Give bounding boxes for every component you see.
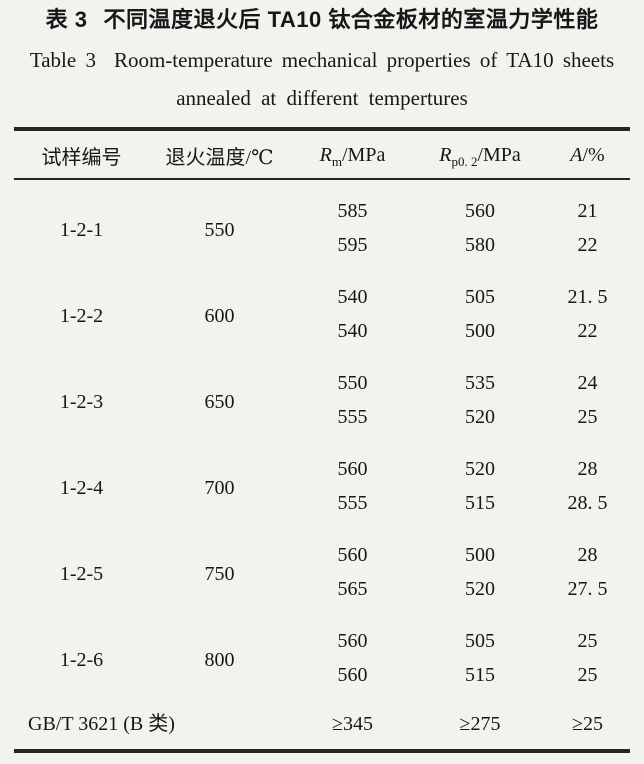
table-row: 595 580 22 <box>14 228 630 266</box>
cell-rp: 580 <box>465 234 495 256</box>
cell-rp: 535 <box>465 372 495 394</box>
cell-a: 25 <box>577 406 598 428</box>
header-row: 试样编号 退火温度/℃ Rm/MPa Rp0. 2/MPa A/% <box>14 129 630 180</box>
sample-group-1-2-2: 1-2-2 600 540 505 21. 5 540 500 22 <box>14 266 630 352</box>
cell-sample-id: 1-2-4 <box>59 477 104 499</box>
header-annealing-temperature: 退火温度/℃ <box>149 129 290 180</box>
cell-a: 28 <box>577 544 598 566</box>
cell-rp: 500 <box>465 544 495 566</box>
cell-temperature: 650 <box>204 391 235 413</box>
table-header: 试样编号 退火温度/℃ Rm/MPa Rp0. 2/MPa A/% <box>14 129 630 180</box>
cell-a: 27. 5 <box>567 578 608 600</box>
cell-rm: 555 <box>337 406 368 428</box>
table-row: 1-2-3 650 550 535 24 <box>14 352 630 413</box>
cell-a: 22 <box>577 234 598 256</box>
cell-temperature: 750 <box>204 563 235 585</box>
cell-rp: 505 <box>465 630 495 652</box>
sample-group-1-2-6: 1-2-6 800 560 505 25 560 515 25 <box>14 610 630 696</box>
table-number-en: Table 3 <box>29 48 96 72</box>
table-row: 540 500 22 <box>14 314 630 352</box>
cell-sample-id: 1-2-3 <box>59 391 104 413</box>
table-row: 560 515 25 <box>14 658 630 696</box>
table-row: 1-2-2 600 540 505 21. 5 <box>14 266 630 327</box>
table-caption-english-line2: annealed at different tempertures <box>176 86 468 110</box>
table-title-chinese: 表 3 不同温度退火后 TA10 钛合金板材的室温力学性能 <box>0 6 644 34</box>
cell-rm: 560 <box>337 458 368 480</box>
cell-a: 25 <box>577 630 598 652</box>
table-caption-en-text: Room-temperature mechanical properties o… <box>113 48 615 72</box>
table-row: 1-2-4 700 560 520 28 <box>14 438 630 499</box>
table-row: 555 520 25 <box>14 400 630 438</box>
table-row: 1-2-1 550 585 560 21 <box>14 179 630 241</box>
sample-group-1-2-4: 1-2-4 700 560 520 28 555 515 28. 5 <box>14 438 630 524</box>
cell-rp: 515 <box>465 664 495 686</box>
table-number-zh: 表 3 <box>45 7 88 32</box>
cell-rp: 520 <box>465 578 495 600</box>
cell-sample-id: 1-2-2 <box>59 305 104 327</box>
cell-rm: 595 <box>337 234 368 256</box>
cell-rm: 540 <box>337 320 368 342</box>
cell-rm: 540 <box>337 286 368 308</box>
cell-sample-id: 1-2-1 <box>59 219 104 241</box>
cell-a: 21 <box>577 200 598 222</box>
standard-reference-row: GB/T 3621 (B 类) ≥345 ≥275 ≥25 <box>14 696 630 751</box>
cell-sample-id: 1-2-5 <box>59 563 104 585</box>
table-row: 1-2-5 750 560 500 28 <box>14 524 630 585</box>
cell-rm: 555 <box>337 492 368 514</box>
cell-rm: 585 <box>337 200 368 222</box>
cell-rm: 560 <box>337 630 368 652</box>
table-row: 1-2-6 800 560 505 25 <box>14 610 630 671</box>
table-caption-english-line1: Table 3 Room-temperature mechanical prope… <box>0 47 644 74</box>
header-tensile-strength: Rm/MPa <box>290 129 415 180</box>
header-yield-strength: Rp0. 2/MPa <box>415 129 545 180</box>
cell-rp: 520 <box>465 458 495 480</box>
sample-group-1-2-3: 1-2-3 650 550 535 24 555 520 25 <box>14 352 630 438</box>
cell-a: 21. 5 <box>567 286 608 308</box>
cell-rp: 515 <box>465 492 495 514</box>
cell-temperature: 800 <box>204 649 235 671</box>
cell-rp: 520 <box>465 406 495 428</box>
header-elongation: A/% <box>545 129 630 180</box>
table-row: 565 520 27. 5 <box>14 572 630 610</box>
table-row: 555 515 28. 5 <box>14 486 630 524</box>
cell-a: 25 <box>577 664 598 686</box>
cell-sample-id: 1-2-6 <box>59 649 104 671</box>
mechanical-properties-table: 试样编号 退火温度/℃ Rm/MPa Rp0. 2/MPa A/% 1-2-1 … <box>14 127 630 753</box>
cell-standard-label: GB/T 3621 (B 类) <box>28 713 175 735</box>
sample-group-1-2-5: 1-2-5 750 560 500 28 565 520 27. 5 <box>14 524 630 610</box>
cell-temperature: 600 <box>204 305 235 327</box>
cell-standard-rp: ≥275 <box>459 713 501 735</box>
header-sample-id: 试样编号 <box>14 129 149 180</box>
cell-rp: 505 <box>465 286 495 308</box>
cell-standard-rm: ≥345 <box>332 713 373 735</box>
cell-rm: 565 <box>337 578 368 600</box>
cell-standard-a: ≥25 <box>572 713 603 735</box>
table-title-zh-text: 不同温度退火后 TA10 钛合金板材的室温力学性能 <box>103 7 599 32</box>
cell-rm: 560 <box>337 664 368 686</box>
cell-a: 28. 5 <box>567 492 608 514</box>
cell-rp: 560 <box>465 200 495 222</box>
sample-group-1-2-1: 1-2-1 550 585 560 21 595 580 22 <box>14 179 630 266</box>
cell-rm: 560 <box>337 544 368 566</box>
cell-a: 24 <box>577 372 598 394</box>
cell-a: 28 <box>577 458 598 480</box>
cell-rp: 500 <box>465 320 495 342</box>
cell-rm: 550 <box>337 372 368 394</box>
cell-a: 22 <box>577 320 598 342</box>
table-row: GB/T 3621 (B 类) ≥345 ≥275 ≥25 <box>14 696 630 751</box>
cell-temperature: 700 <box>204 477 235 499</box>
cell-temperature: 550 <box>204 219 235 241</box>
